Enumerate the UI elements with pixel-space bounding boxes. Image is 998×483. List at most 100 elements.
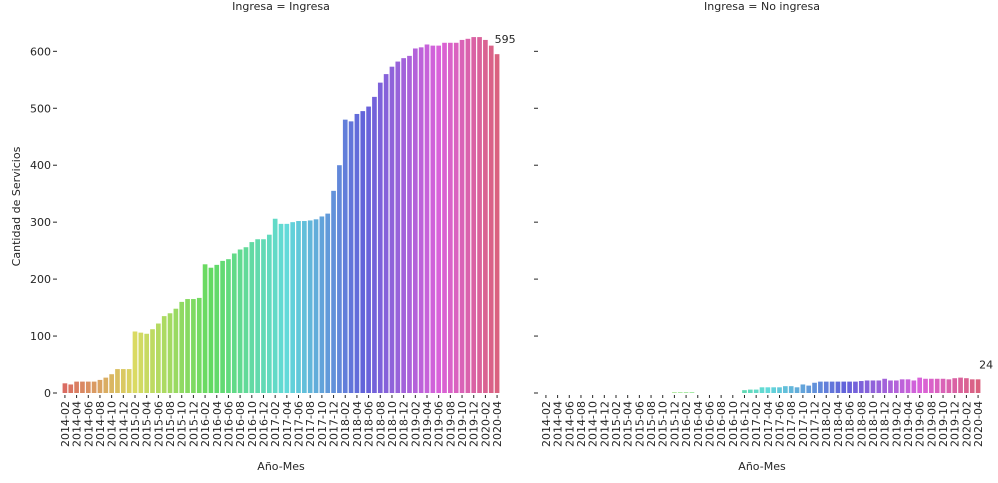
bar — [103, 377, 109, 393]
x-tick-label: 2014-08 — [94, 401, 107, 447]
x-tick-label: 2014-08 — [575, 401, 588, 447]
bar — [214, 264, 220, 393]
bar — [120, 369, 126, 393]
bar — [940, 378, 946, 393]
x-tick-label: 2015-10 — [176, 401, 189, 447]
x-axis-label: Año-Mes — [738, 460, 786, 473]
x-tick-label: 2019-08 — [444, 401, 457, 447]
x-tick-label: 2018-12 — [398, 401, 411, 447]
bar — [161, 316, 167, 393]
bar — [783, 386, 788, 393]
bar — [348, 121, 354, 394]
x-tick-label: 2017-06 — [293, 401, 306, 447]
x-tick-label: 2018-04 — [832, 401, 845, 447]
bar — [290, 222, 296, 393]
x-tick-label: 2015-08 — [645, 401, 658, 447]
bar — [424, 44, 430, 393]
bar — [823, 381, 829, 393]
bar — [929, 378, 934, 393]
x-tick-label: 2018-02 — [339, 401, 352, 447]
x-tick-label: 2017-12 — [809, 401, 822, 447]
x-tick-label: 2020-02 — [960, 401, 973, 447]
bar — [220, 260, 225, 393]
bar — [477, 37, 482, 393]
y-tick-label: 200 — [30, 273, 51, 286]
x-tick-label: 2018-08 — [374, 401, 387, 447]
bar — [91, 381, 97, 393]
bar — [418, 47, 424, 393]
value-label: 24 — [979, 358, 993, 371]
bar — [494, 54, 500, 393]
x-tick-label: 2016-12 — [738, 401, 751, 447]
x-tick-label: 2017-12 — [328, 401, 341, 447]
bar — [80, 381, 85, 393]
bar — [126, 369, 132, 393]
x-tick-label: 2014-12 — [117, 401, 130, 447]
y-tick-label: 100 — [30, 330, 51, 343]
x-tick-label: 2020-02 — [479, 401, 492, 447]
x-tick-label: 2017-08 — [785, 401, 798, 447]
x-tick-label: 2019-04 — [421, 401, 434, 447]
bar — [337, 165, 342, 393]
bar — [366, 106, 371, 393]
bar — [453, 42, 459, 393]
bar — [847, 381, 852, 393]
bar — [85, 381, 91, 393]
bar — [191, 299, 196, 393]
bar — [156, 323, 161, 393]
bar — [765, 387, 771, 393]
bar — [975, 379, 981, 393]
bar — [266, 234, 272, 393]
bar — [173, 308, 179, 393]
bar — [471, 37, 477, 393]
bar — [864, 380, 870, 393]
x-axis-label: Año-Mes — [257, 460, 305, 473]
x-tick-label: 2015-12 — [187, 401, 200, 447]
bar — [923, 378, 928, 393]
bar — [307, 220, 313, 393]
x-tick-label: 2019-12 — [468, 401, 481, 447]
x-tick-label: 2017-10 — [316, 401, 329, 447]
bar — [800, 384, 806, 393]
x-tick-label: 2018-10 — [867, 401, 880, 447]
bar — [677, 392, 683, 393]
bar — [777, 387, 782, 393]
bar — [448, 42, 453, 393]
x-tick-label: 2015-02 — [129, 401, 142, 447]
bar — [150, 329, 155, 393]
x-tick-label: 2015-10 — [657, 401, 670, 447]
x-tick-label: 2014-10 — [106, 401, 119, 447]
bar — [841, 381, 847, 393]
bar — [905, 379, 911, 393]
bar — [284, 223, 290, 393]
bar — [893, 380, 899, 393]
bar — [788, 386, 794, 393]
y-tick-label: 600 — [30, 45, 51, 58]
x-tick-label: 2017-06 — [774, 401, 787, 447]
bar — [243, 247, 249, 393]
x-tick-label: 2016-04 — [211, 401, 224, 447]
x-tick-label: 2019-06 — [914, 401, 927, 447]
x-tick-label: 2019-02 — [890, 401, 903, 447]
bar — [483, 39, 488, 393]
bar — [342, 119, 348, 393]
bar — [68, 384, 74, 393]
bar — [313, 219, 319, 393]
x-tick-label: 2015-06 — [633, 401, 646, 447]
bar — [812, 382, 817, 393]
bar — [237, 249, 243, 393]
x-tick-label: 2016-12 — [257, 401, 270, 447]
x-tick-label: 2019-06 — [433, 401, 446, 447]
bar — [401, 58, 406, 393]
x-tick-label: 2015-04 — [141, 401, 154, 447]
bar — [853, 381, 858, 393]
x-tick-label: 2020-04 — [972, 401, 985, 447]
x-tick-label: 2016-06 — [703, 401, 716, 447]
x-tick-label: 2018-08 — [855, 401, 868, 447]
bar — [302, 221, 307, 393]
x-tick-label: 2015-02 — [610, 401, 623, 447]
bar — [272, 218, 278, 393]
x-tick-label: 2019-08 — [925, 401, 938, 447]
bar — [407, 55, 412, 393]
